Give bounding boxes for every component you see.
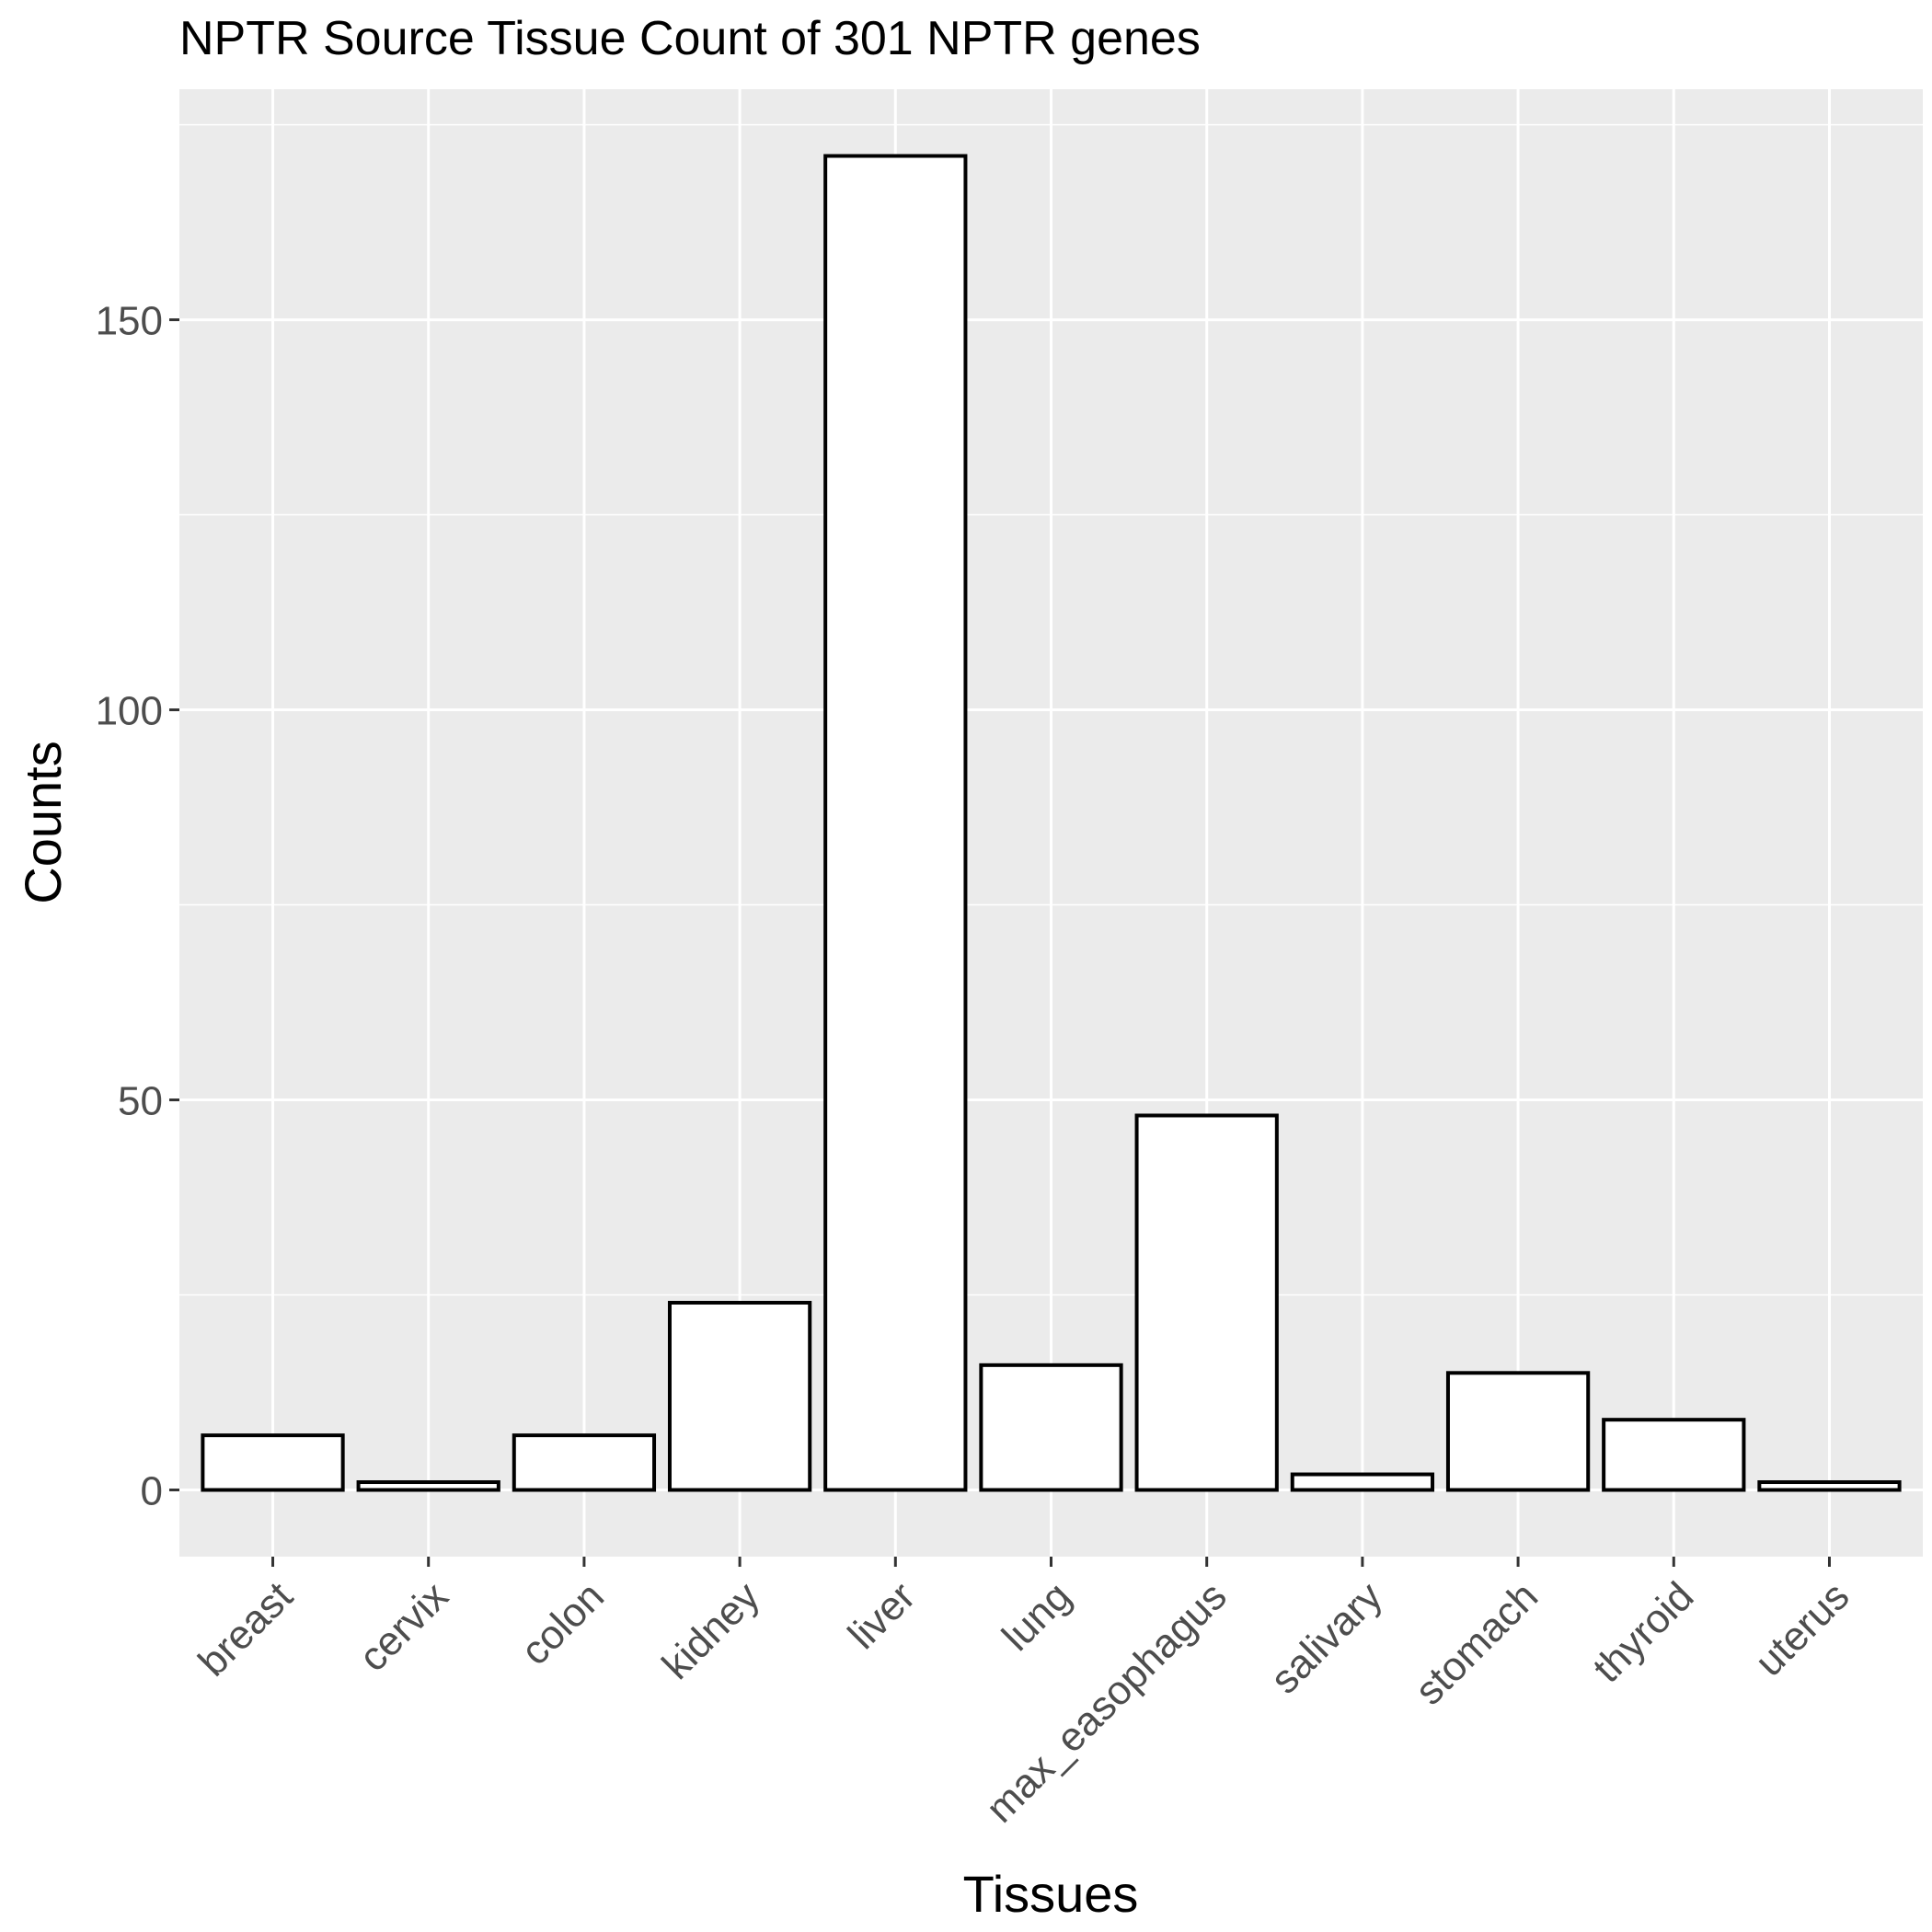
x-tick-label-salivary: salivary [1262,1573,1391,1702]
x-tick-label-stomach: stomach [1407,1573,1547,1713]
y-axis: 0 50 100 150 [96,299,179,1514]
bar-kidney [667,1300,812,1492]
x-tick-label-lung: lung [994,1573,1079,1659]
bar-colon [512,1433,657,1492]
x-axis: breast cervix colon kidney liver lungmax_easo… [190,1557,1858,1832]
bar-max_easophagus [1134,1113,1279,1492]
bar-thyroid [1602,1418,1746,1492]
bar-cervix [356,1480,500,1492]
x-tick-label-kidney: kidney [654,1573,769,1688]
bar-stomach [1445,1371,1591,1492]
y-tick-label: 150 [96,299,163,344]
y-tick-label: 100 [96,689,163,734]
x-tick-label-uterus: uterus [1746,1573,1857,1685]
bar-liver [823,154,968,1492]
bars [201,154,1902,1492]
y-axis-title: Counts [14,741,72,903]
x-tick-label-cervix: cervix [351,1573,457,1680]
bar-breast [201,1433,345,1492]
chart-title: NPTR Source Tissue Count of 301 NPTR gen… [179,12,1201,65]
x-tick-label-breast: breast [190,1573,301,1685]
y-tick-label: 0 [141,1469,163,1514]
bar-lung [979,1363,1123,1492]
x-tick-label-colon: colon [512,1573,613,1673]
grid-lines [179,89,1923,1557]
x-axis-title: Tissues [963,1865,1139,1923]
bar-salivary [1290,1472,1435,1492]
x-tick-label-thyroid: thyroid [1584,1573,1702,1691]
x-tick-label-liver: liver [840,1573,925,1658]
y-tick-label: 50 [118,1079,163,1124]
bar-uterus [1757,1480,1902,1492]
